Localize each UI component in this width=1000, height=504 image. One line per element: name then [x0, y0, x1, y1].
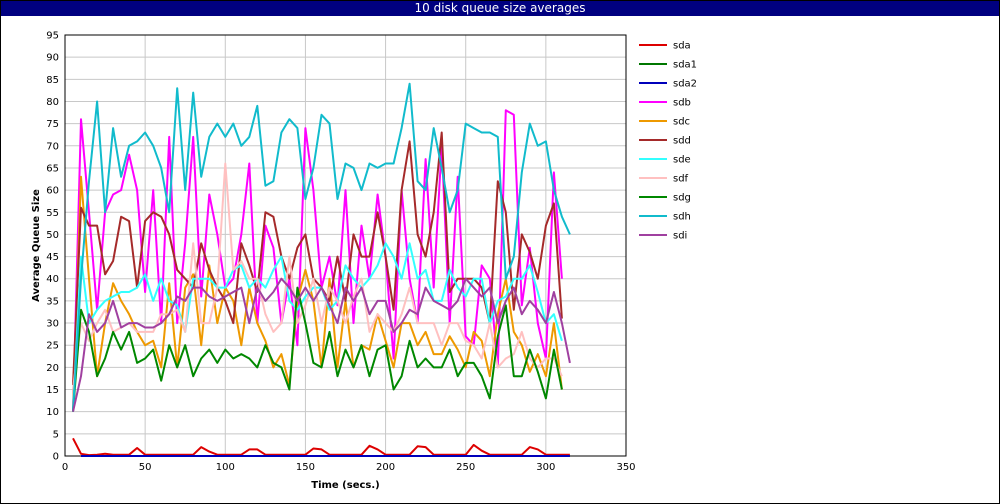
y-tick-label: 35 — [46, 296, 59, 307]
series-lines — [72, 82, 571, 457]
y-axis-ticks: 0 5 10 15 20 25 30 35 40 45 50 55 60 65 70 75 80 85 90 95 — [46, 31, 59, 463]
legend: sda sda1 sda2 sdb sdc sdd sde sdf sdg sdh sdi — [639, 41, 697, 242]
series-line-sda — [72, 437, 570, 457]
y-tick-label: 90 — [46, 53, 59, 64]
x-axis-ticks: 0 50 100 150 200 250 300 350 — [62, 462, 636, 473]
x-axis-label: Time (secs.) — [311, 480, 380, 491]
legend-label-sde: sde — [673, 155, 691, 166]
y-tick-label: 20 — [46, 363, 59, 374]
y-tick-label: 95 — [46, 31, 59, 42]
series-line-sdi — [72, 277, 571, 412]
legend-label-sdb: sdb — [673, 98, 691, 109]
legend-label-sdg: sdg — [673, 193, 691, 204]
legend-label-sdf: sdf — [673, 174, 689, 185]
y-tick-label: 25 — [46, 341, 59, 352]
y-tick-label: 65 — [46, 163, 59, 174]
series-line-sdh — [72, 82, 571, 412]
y-tick-label: 40 — [46, 274, 59, 285]
x-tick-label: 100 — [216, 462, 235, 473]
series-line-sdc — [72, 175, 563, 412]
y-tick-label: 10 — [46, 407, 59, 418]
x-tick-label: 200 — [376, 462, 395, 473]
series-line-sde — [72, 242, 563, 412]
series-line-sdg — [72, 286, 563, 412]
y-tick-label: 75 — [46, 119, 59, 130]
legend-label-sdd: sdd — [673, 136, 691, 147]
y-tick-label: 70 — [46, 141, 59, 152]
y-tick-label: 30 — [46, 319, 59, 330]
legend-label-sdh: sdh — [673, 212, 691, 223]
legend-label-sda2: sda2 — [673, 79, 697, 90]
y-tick-label: 5 — [53, 429, 59, 440]
legend-label-sdc: sdc — [673, 117, 690, 128]
y-tick-label: 45 — [46, 252, 59, 263]
x-tick-label: 300 — [536, 462, 555, 473]
x-tick-label: 0 — [62, 462, 68, 473]
y-tick-label: 55 — [46, 208, 59, 219]
x-tick-label: 350 — [616, 462, 635, 473]
y-tick-label: 85 — [46, 75, 59, 86]
x-tick-label: 250 — [456, 462, 475, 473]
x-tick-label: 50 — [139, 462, 152, 473]
y-tick-label: 50 — [46, 230, 59, 241]
x-tick-label: 150 — [296, 462, 315, 473]
legend-label-sda: sda — [673, 41, 691, 52]
y-axis-label: Average Queue Size — [31, 189, 42, 302]
legend-label-sda1: sda1 — [673, 60, 697, 71]
y-tick-label: 60 — [46, 186, 59, 197]
series-line-sdd — [72, 131, 563, 386]
y-tick-label: 80 — [46, 97, 59, 108]
series-line-sdf — [72, 162, 563, 390]
y-tick-label: 0 — [53, 452, 59, 463]
chart-title: 10 disk queue size averages — [1, 1, 999, 16]
y-tick-label: 15 — [46, 385, 59, 396]
legend-label-sdi: sdi — [673, 231, 687, 242]
